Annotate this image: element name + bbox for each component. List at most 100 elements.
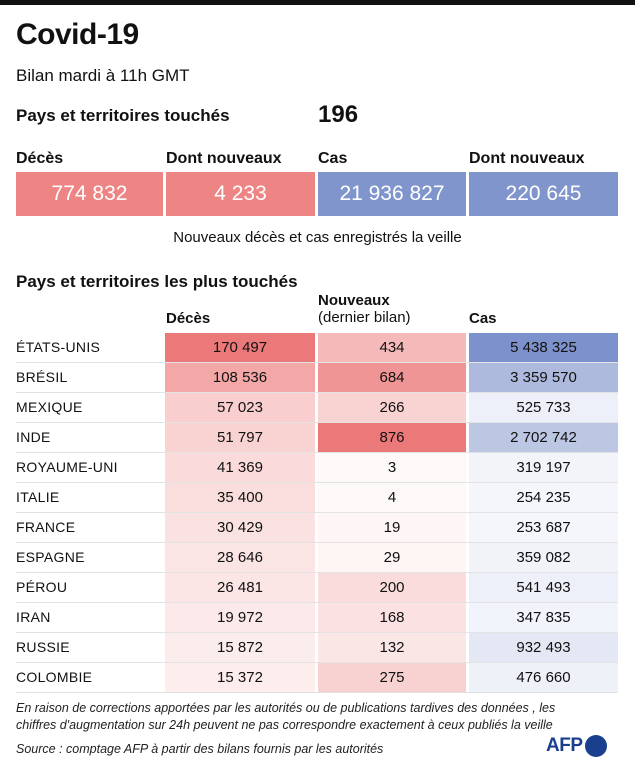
row-divider <box>16 422 618 423</box>
country-name: ROYAUME-UNI <box>16 459 118 475</box>
row-divider <box>16 572 618 573</box>
column-header-new-title: Nouveaux <box>318 292 390 309</box>
summary-new-deaths-value: 4 233 <box>214 182 267 205</box>
countries-touched-label: Pays et territoires touchés <box>16 106 230 125</box>
deaths-cell: 19 972 <box>165 603 315 632</box>
new-cell: 275 <box>318 663 466 692</box>
cases-cell: 932 493 <box>469 633 618 662</box>
cases-cell: 476 660 <box>469 663 618 692</box>
cases-cell: 359 082 <box>469 543 618 572</box>
table-row: COLOMBIE 15 372 275 476 660 <box>0 663 635 693</box>
deaths-cell: 26 481 <box>165 573 315 602</box>
country-name: ESPAGNE <box>16 549 85 565</box>
deaths-cell: 108 536 <box>165 363 315 392</box>
country-name: IRAN <box>16 609 51 625</box>
row-divider <box>16 392 618 393</box>
new-cell: 434 <box>318 333 466 362</box>
summary-deaths-label: Décès <box>16 150 64 167</box>
cases-cell: 253 687 <box>469 513 618 542</box>
country-name: COLOMBIE <box>16 669 93 685</box>
deaths-cell: 35 400 <box>165 483 315 512</box>
footer-source: Source : comptage AFP à partir des bilan… <box>16 742 384 756</box>
row-divider <box>16 512 618 513</box>
countries-touched-value: 196 <box>318 101 359 128</box>
deaths-cell: 30 429 <box>165 513 315 542</box>
cases-cell: 2 702 742 <box>469 423 618 452</box>
afp-logo-dot-icon <box>584 735 607 757</box>
new-cell: 876 <box>318 423 466 452</box>
deaths-cell: 57 023 <box>165 393 315 422</box>
column-header-cases: Cas <box>469 310 497 327</box>
country-name: FRANCE <box>16 519 76 535</box>
deaths-cell: 41 369 <box>165 453 315 482</box>
new-cell: 132 <box>318 633 466 662</box>
summary-new-deaths-box: 4 233 <box>166 172 315 216</box>
row-divider <box>16 482 618 483</box>
cases-cell: 254 235 <box>469 483 618 512</box>
cases-cell: 347 835 <box>469 603 618 632</box>
table-row: PÉROU 26 481 200 541 493 <box>0 573 635 603</box>
new-cell: 168 <box>318 603 466 632</box>
cases-cell: 3 359 570 <box>469 363 618 392</box>
country-name: PÉROU <box>16 579 68 595</box>
afp-logo: AFP <box>546 735 607 757</box>
new-cell: 200 <box>318 573 466 602</box>
new-cell: 19 <box>318 513 466 542</box>
summary-cases-label: Cas <box>318 150 348 167</box>
row-divider <box>16 452 618 453</box>
new-cell: 684 <box>318 363 466 392</box>
table-row: ÉTATS-UNIS 170 497 434 5 438 325 <box>0 333 635 363</box>
row-divider <box>16 362 618 363</box>
table-row: RUSSIE 15 872 132 932 493 <box>0 633 635 663</box>
table-row: FRANCE 30 429 19 253 687 <box>0 513 635 543</box>
row-divider <box>16 542 618 543</box>
country-name: BRÉSIL <box>16 369 68 385</box>
deaths-cell: 28 646 <box>165 543 315 572</box>
table-row: INDE 51 797 876 2 702 742 <box>0 423 635 453</box>
new-cell: 29 <box>318 543 466 572</box>
summary-new-cases-box: 220 645 <box>469 172 618 216</box>
column-header-new: Nouveaux (dernier bilan) <box>318 292 411 326</box>
summary-new-cases-value: 220 645 <box>505 182 582 205</box>
table-row: ITALIE 35 400 4 254 235 <box>0 483 635 513</box>
table-row: BRÉSIL 108 536 684 3 359 570 <box>0 363 635 393</box>
afp-logo-text: AFP <box>546 735 583 756</box>
deaths-cell: 15 372 <box>165 663 315 692</box>
summary-note: Nouveaux décès et cas enregistrés la vei… <box>173 229 462 246</box>
new-cell: 266 <box>318 393 466 422</box>
row-divider <box>16 632 618 633</box>
table-row: MEXIQUE 57 023 266 525 733 <box>0 393 635 423</box>
table-section-title: Pays et territoires les plus touchés <box>16 272 298 291</box>
column-header-new-subtitle: (dernier bilan) <box>318 309 411 326</box>
page-subtitle: Bilan mardi à 11h GMT <box>16 66 190 85</box>
new-cell: 4 <box>318 483 466 512</box>
cases-cell: 5 438 325 <box>469 333 618 362</box>
country-name: INDE <box>16 429 51 445</box>
country-name: MEXIQUE <box>16 399 83 415</box>
summary-deaths-box: 774 832 <box>16 172 163 216</box>
row-divider <box>16 602 618 603</box>
summary-new-deaths-label: Dont nouveaux <box>166 150 282 167</box>
cases-cell: 541 493 <box>469 573 618 602</box>
footer-disclaimer: En raison de corrections apportées par l… <box>16 701 556 732</box>
row-divider <box>16 662 618 663</box>
column-header-deaths: Décès <box>166 310 211 327</box>
table-row: IRAN 19 972 168 347 835 <box>0 603 635 633</box>
summary-cases-box: 21 936 827 <box>318 172 466 216</box>
summary-cases-value: 21 936 827 <box>339 182 445 205</box>
country-name: RUSSIE <box>16 639 70 655</box>
deaths-cell: 15 872 <box>165 633 315 662</box>
summary-new-cases-label: Dont nouveaux <box>469 150 585 167</box>
cases-cell: 319 197 <box>469 453 618 482</box>
deaths-cell: 170 497 <box>165 333 315 362</box>
summary-deaths-value: 774 832 <box>51 182 128 205</box>
deaths-cell: 51 797 <box>165 423 315 452</box>
new-cell: 3 <box>318 453 466 482</box>
page-title: Covid-19 <box>16 18 139 51</box>
row-divider <box>16 692 618 693</box>
table-row: ROYAUME-UNI 41 369 3 319 197 <box>0 453 635 483</box>
table-row: ESPAGNE 28 646 29 359 082 <box>0 543 635 573</box>
cases-cell: 525 733 <box>469 393 618 422</box>
country-name: ÉTATS-UNIS <box>16 339 101 355</box>
top-rule <box>0 0 635 5</box>
